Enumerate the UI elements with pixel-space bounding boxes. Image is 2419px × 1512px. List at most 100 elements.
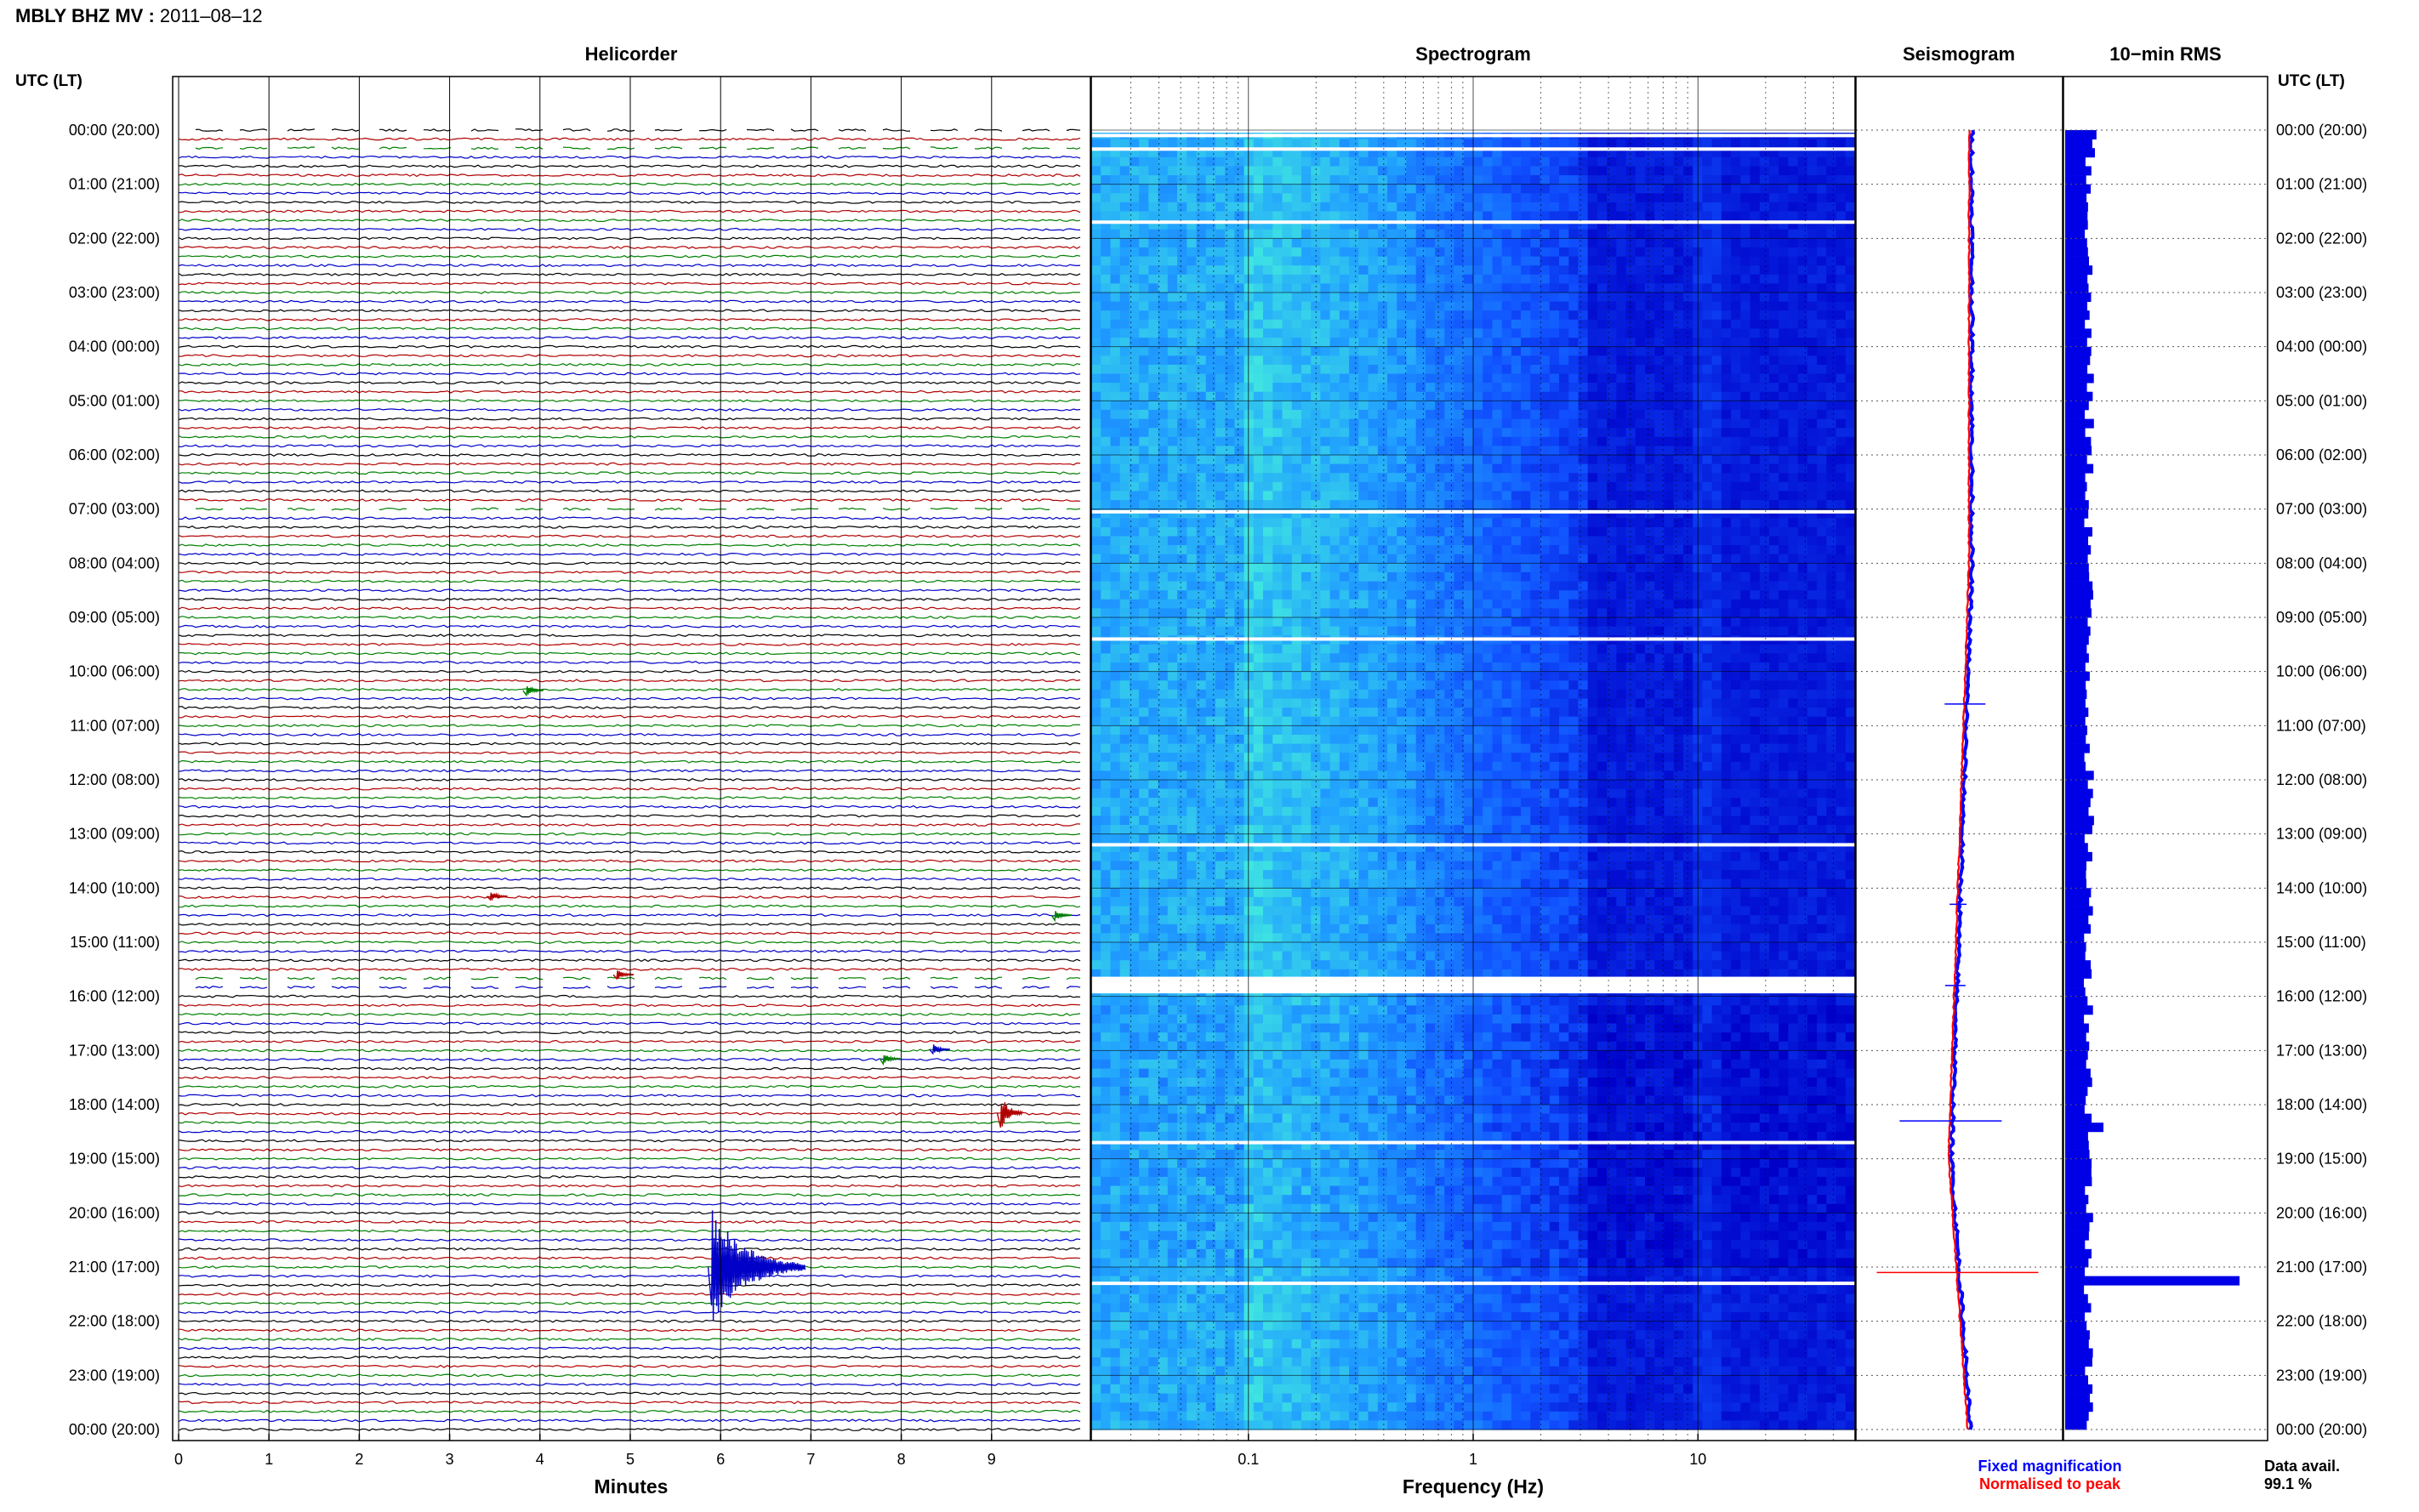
spectrogram-cell [1817,608,1827,618]
spectrogram-cell [1568,247,1579,258]
spectrogram-cell [1645,626,1655,636]
spectrogram-cell [1101,455,1111,465]
spectrogram-cell [1711,436,1722,446]
spectrogram-cell [1225,526,1235,537]
spectrogram-cell [1129,293,1140,303]
spectrogram-cell [1607,463,1617,474]
spectrogram-cell [1187,436,1198,446]
spectrogram-cell [1272,545,1283,555]
spectrogram-cell [1797,373,1808,384]
spectrogram-cell [1148,554,1159,564]
spectrogram-cell [1387,455,1397,465]
spectrogram-cell [1444,238,1455,248]
spectrogram-cell [1253,383,1264,393]
spectrogram-cell [1540,491,1551,501]
spectrogram-cell [1721,608,1732,618]
spectrogram-cell [1406,418,1417,429]
spectrogram-cell [1263,274,1273,284]
spectrogram-cell [1263,653,1273,663]
spectrogram-cell [1530,401,1541,411]
spectrogram-cell [1511,401,1522,411]
spectrogram-cell [1329,184,1340,194]
spectrogram-cell [1817,346,1827,356]
spectrogram-cell [1664,500,1675,510]
spectrogram-cell [1587,481,1598,492]
spectrogram-cell [1187,238,1198,248]
spectrogram-cell [1291,554,1302,564]
spectrogram-cell [1158,626,1169,636]
spectrogram-cell [1397,491,1407,501]
spectrogram-cell [1329,590,1340,600]
spectrogram-cell [1797,545,1808,555]
spectrogram-cell [1654,626,1665,636]
spectrogram-cell [1750,536,1761,546]
spectrogram-cell [1301,473,1312,483]
spectrogram-cell [1101,545,1111,555]
spectrogram-cell [1483,184,1493,194]
spectrogram-cell [1177,554,1187,564]
spectrogram-cell [1454,463,1465,474]
spectrogram-cell [1225,364,1235,375]
spectrogram-cell [1263,383,1273,393]
spectrogram-cell [1826,283,1837,293]
spectrogram-cell [1463,526,1474,537]
spectrogram-cell [1740,518,1751,528]
spectrogram-cell [1597,346,1608,356]
spectrogram-cell [1454,156,1465,167]
spectrogram-cell [1425,265,1436,276]
spectrogram-cell [1368,563,1379,573]
spectrogram-cell [1597,293,1608,303]
spectrogram-cell [1177,148,1187,158]
spectrogram-cell [1215,473,1226,483]
spectrogram-cell [1282,211,1293,221]
spectrogram-cell [1110,491,1121,501]
spectrogram-cell [1329,680,1340,691]
spectrogram-cell [1282,626,1293,636]
spectrogram-cell [1769,175,1779,185]
spectrogram-cell [1215,184,1226,194]
spectrogram-cell [1797,617,1808,628]
spectrogram-cell [1817,148,1827,158]
spectrogram-cell [1158,671,1169,681]
spectrogram-cell [1358,355,1369,366]
spectrogram-cell [1425,518,1436,528]
spectrogram-cell [1597,256,1608,266]
spectrogram-cell [1177,581,1187,591]
spectrogram-cell [1282,418,1293,429]
spectrogram-cell [1635,175,1646,185]
spectrogram-cell [1702,175,1713,185]
spectrogram-cell [1702,418,1713,429]
spectrogram-cell [1788,436,1799,446]
spectrogram-cell [1110,617,1121,628]
spectrogram-cell [1836,175,1847,185]
spectrogram-cell [1320,644,1331,654]
spectrogram-cell [1530,166,1541,176]
spectrogram-cell [1244,617,1255,628]
spectrogram-cell [1769,274,1779,284]
spectrogram-cell [1625,283,1636,293]
spectrogram-cell [1779,211,1789,221]
spectrogram-cell [1148,662,1159,673]
spectrogram-cell [1272,455,1283,465]
spectrogram-cell [1301,156,1312,167]
spectrogram-cell [1616,500,1627,510]
spectrogram-cell [1711,590,1722,600]
spectrogram-cell [1779,518,1789,528]
spectrogram-cell [1731,563,1741,573]
spectrogram-cell [1673,536,1684,546]
spectrogram-cell [1578,401,1589,411]
spectrogram-cell [1483,355,1493,366]
spectrogram-cell [1244,319,1255,329]
spectrogram-cell [1215,653,1226,663]
spectrogram-cell [1234,301,1245,311]
spectrogram-cell [1817,680,1827,691]
spectrogram-cell [1358,418,1369,429]
spectrogram-cell [1511,211,1522,221]
spectrogram-cell [1711,293,1722,303]
spectrogram-cell [1731,193,1741,203]
spectrogram-cell [1425,301,1436,311]
spectrogram-cell [1406,301,1417,311]
spectrogram-cell [1377,526,1388,537]
spectrogram-cell [1215,428,1226,438]
spectrogram-cell [1607,563,1617,573]
